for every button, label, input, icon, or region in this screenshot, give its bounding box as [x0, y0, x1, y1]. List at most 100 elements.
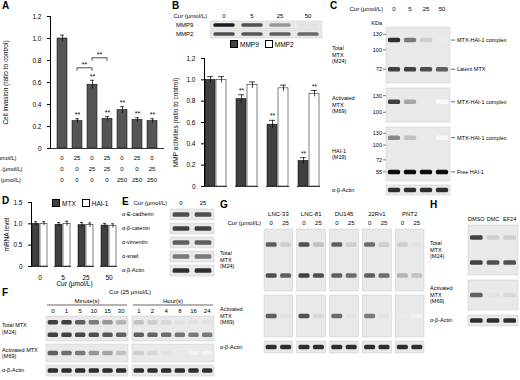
- svg-text:Cur (μmol/L): Cur (μmol/L): [56, 280, 92, 288]
- svg-text:25: 25: [381, 220, 388, 226]
- svg-text:0: 0: [270, 220, 274, 226]
- svg-text:130: 130: [373, 130, 382, 136]
- svg-text:(M69): (M69): [430, 298, 445, 304]
- svg-text:0: 0: [51, 308, 55, 314]
- svg-text:1.2: 1.2: [32, 13, 41, 20]
- svg-text:0: 0: [192, 183, 196, 190]
- svg-text:α-vimentin: α-vimentin: [122, 239, 148, 245]
- svg-text:25: 25: [74, 155, 81, 161]
- svg-text:15: 15: [104, 308, 111, 314]
- svg-text:8: 8: [178, 308, 182, 314]
- svg-text:E: E: [122, 196, 129, 207]
- svg-text:(M24): (M24): [332, 58, 347, 64]
- svg-text:C: C: [330, 0, 337, 11]
- svg-text:130: 130: [373, 93, 382, 99]
- svg-text:25: 25: [149, 166, 156, 172]
- svg-text:Cur (μmol/L): Cur (μmol/L): [174, 13, 207, 19]
- svg-text:MTX-HAI-1 complex: MTX-HAI-1 complex: [457, 37, 507, 43]
- svg-text:0: 0: [302, 220, 306, 226]
- svg-text:250: 250: [147, 177, 158, 183]
- svg-text:Cur (25 μmol/L): Cur (25 μmol/L): [109, 289, 151, 295]
- svg-text:0: 0: [60, 155, 64, 161]
- svg-text:25: 25: [423, 6, 430, 12]
- svg-text:mRNA level: mRNA level: [3, 217, 10, 252]
- svg-text:0: 0: [38, 274, 42, 281]
- svg-text:25: 25: [277, 13, 284, 19]
- svg-text:MMP9: MMP9: [176, 22, 194, 28]
- svg-text:DMSO: DMSO: [468, 216, 485, 222]
- svg-text:Total: Total: [332, 45, 344, 51]
- svg-text:1.5: 1.5: [13, 199, 22, 206]
- svg-text:1: 1: [65, 308, 69, 314]
- svg-text:72: 72: [376, 157, 382, 163]
- svg-text:5: 5: [250, 13, 254, 19]
- svg-text:Activated: Activated: [332, 95, 355, 101]
- svg-text:5: 5: [78, 308, 82, 314]
- svg-text:100: 100: [373, 142, 382, 148]
- svg-text:0: 0: [401, 220, 405, 226]
- svg-text:0: 0: [120, 166, 124, 172]
- svg-text:MTX: MTX: [430, 292, 442, 298]
- svg-text:GM6001 (μmol/L): GM6001 (μmol/L): [0, 166, 23, 172]
- svg-text:**: **: [75, 111, 81, 118]
- svg-text:(M69): (M69): [220, 319, 235, 325]
- svg-text:50: 50: [105, 274, 113, 281]
- svg-text:D: D: [2, 195, 9, 206]
- svg-text:25: 25: [89, 166, 96, 172]
- svg-text:0: 0: [60, 177, 64, 183]
- svg-text:Free HAI-1: Free HAI-1: [457, 169, 484, 175]
- svg-text:MMP2: MMP2: [176, 31, 194, 37]
- svg-text:α-β-Actin: α-β-Actin: [332, 187, 354, 193]
- svg-text:**: **: [312, 83, 318, 90]
- svg-text:MTX: MTX: [220, 313, 232, 319]
- svg-text:0: 0: [368, 220, 372, 226]
- svg-text:1.0: 1.0: [13, 220, 22, 227]
- svg-text:Total MTX: Total MTX: [2, 322, 27, 328]
- svg-text:0.4: 0.4: [32, 101, 41, 108]
- svg-text:25: 25: [200, 200, 207, 206]
- svg-text:(M19): (M19): [332, 154, 347, 160]
- svg-text:LNC-33: LNC-33: [268, 211, 289, 217]
- svg-text:**: **: [150, 111, 156, 118]
- svg-text:α-E-cadherin: α-E-cadherin: [122, 211, 154, 217]
- svg-text:0: 0: [179, 200, 183, 206]
- svg-text:α-β-Actin: α-β-Actin: [430, 317, 452, 323]
- svg-text:0.2: 0.2: [32, 123, 41, 130]
- svg-text:A: A: [2, 0, 9, 11]
- svg-text:DMC: DMC: [487, 216, 500, 222]
- svg-text:Cur (μmol/L): Cur (μmol/L): [350, 6, 383, 12]
- svg-text:0: 0: [90, 155, 94, 161]
- svg-text:**: **: [97, 51, 103, 58]
- svg-text:**: **: [120, 99, 126, 106]
- svg-text:0: 0: [60, 166, 64, 172]
- svg-text:0: 0: [335, 220, 339, 226]
- svg-text:0.8: 0.8: [32, 57, 41, 64]
- svg-text:0: 0: [222, 13, 226, 19]
- svg-text:MTX: MTX: [332, 52, 344, 58]
- svg-text:EF24: EF24: [503, 216, 516, 222]
- svg-text:H: H: [430, 199, 437, 210]
- svg-text:Hour(s): Hour(s): [163, 298, 183, 304]
- svg-text:(M24): (M24): [430, 253, 445, 259]
- svg-text:0: 0: [38, 145, 42, 152]
- svg-text:**: **: [90, 73, 96, 80]
- svg-text:Activated: Activated: [430, 285, 453, 291]
- svg-text:Cur (μmol/L): Cur (μmol/L): [0, 155, 17, 161]
- svg-text:100: 100: [373, 109, 382, 115]
- svg-text:0: 0: [75, 177, 79, 183]
- svg-text:4: 4: [164, 308, 168, 314]
- svg-text:1: 1: [137, 308, 141, 314]
- svg-text:(M69): (M69): [2, 353, 17, 359]
- svg-text:0: 0: [150, 155, 154, 161]
- svg-text:**: **: [301, 150, 307, 157]
- svg-text:Cur (μmol/L): Cur (μmol/L): [134, 200, 167, 206]
- svg-text:0.8: 0.8: [186, 97, 195, 104]
- svg-text:α-β-Actin: α-β-Actin: [122, 267, 144, 273]
- svg-text:HAI-1: HAI-1: [332, 148, 346, 154]
- svg-text:α-snail: α-snail: [122, 253, 138, 259]
- svg-text:30: 30: [118, 308, 125, 314]
- svg-text:24: 24: [204, 308, 211, 314]
- svg-text:AEBSF (μmol/L): AEBSF (μmol/L): [0, 177, 21, 183]
- svg-text:72: 72: [376, 66, 382, 72]
- svg-text:0.4: 0.4: [186, 140, 195, 147]
